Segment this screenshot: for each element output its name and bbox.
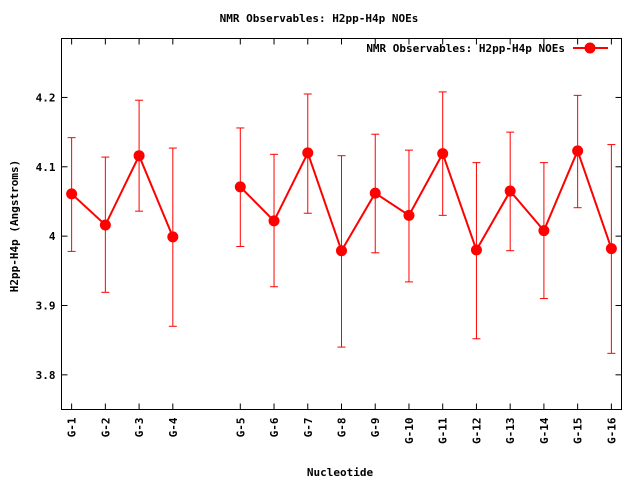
data-point (133, 150, 145, 162)
x-axis: G-1 G-2 G-3 G-4 G-5 G-6 G-7 G-8 G-9 G-10 G-11 G-12 G… (66, 38, 618, 445)
data-point (504, 185, 516, 197)
data-point (234, 181, 246, 193)
x-tick-label: G-7 (302, 418, 315, 438)
x-tick-label: G-12 (470, 418, 483, 445)
x-tick-label: G-4 (167, 417, 180, 437)
x-tick-label: G-14 (538, 417, 551, 444)
x-axis-label: Nucleotide (307, 466, 374, 479)
y-axis-label: H2pp-H4p (Angstroms) (8, 160, 21, 292)
data-point (268, 215, 280, 227)
y-tick-label: 3.8 (36, 369, 56, 382)
data-point (369, 187, 381, 199)
data-point (336, 245, 347, 257)
legend-marker (584, 42, 596, 54)
data-point (167, 231, 179, 243)
x-tick-label: G-10 (403, 418, 416, 445)
series-group (66, 91, 617, 354)
series-line (70, 153, 174, 238)
series-line (239, 148, 613, 254)
data-point (403, 209, 415, 221)
legend: NMR Observables: H2pp-H4p NOEs (366, 42, 608, 55)
x-tick-label: G-6 (268, 417, 281, 437)
y-tick-label: 3.9 (36, 299, 56, 312)
data-point (302, 147, 314, 159)
y-tick-label: 4.2 (36, 91, 56, 104)
y-tick-label: 4 (49, 230, 56, 243)
x-tick-label: G-5 (234, 418, 247, 438)
y-axis: 3.8 3.9 4 4.1 4.2 (36, 91, 622, 382)
x-tick-label: G-2 (99, 418, 112, 438)
x-tick-label: G-15 (572, 418, 585, 445)
data-point (66, 188, 78, 200)
x-tick-label: G-13 (504, 418, 517, 445)
x-tick-label: G-8 (336, 418, 349, 438)
y-tick-label: 4.1 (36, 161, 56, 174)
x-tick-label: G-16 (605, 417, 618, 444)
chart-title: NMR Observables: H2pp-H4p NOEs (220, 12, 419, 25)
x-tick-label: G-3 (133, 418, 146, 438)
x-tick-label: G-1 (66, 417, 79, 437)
data-point (437, 148, 449, 160)
data-point (99, 219, 111, 231)
data-point (538, 225, 550, 237)
x-tick-label: G-9 (369, 418, 382, 438)
x-tick-label: G-11 (437, 417, 450, 444)
data-point (572, 145, 584, 157)
data-point (470, 244, 482, 256)
data-point (605, 243, 617, 255)
legend-label: NMR Observables: H2pp-H4p NOEs (366, 42, 565, 55)
